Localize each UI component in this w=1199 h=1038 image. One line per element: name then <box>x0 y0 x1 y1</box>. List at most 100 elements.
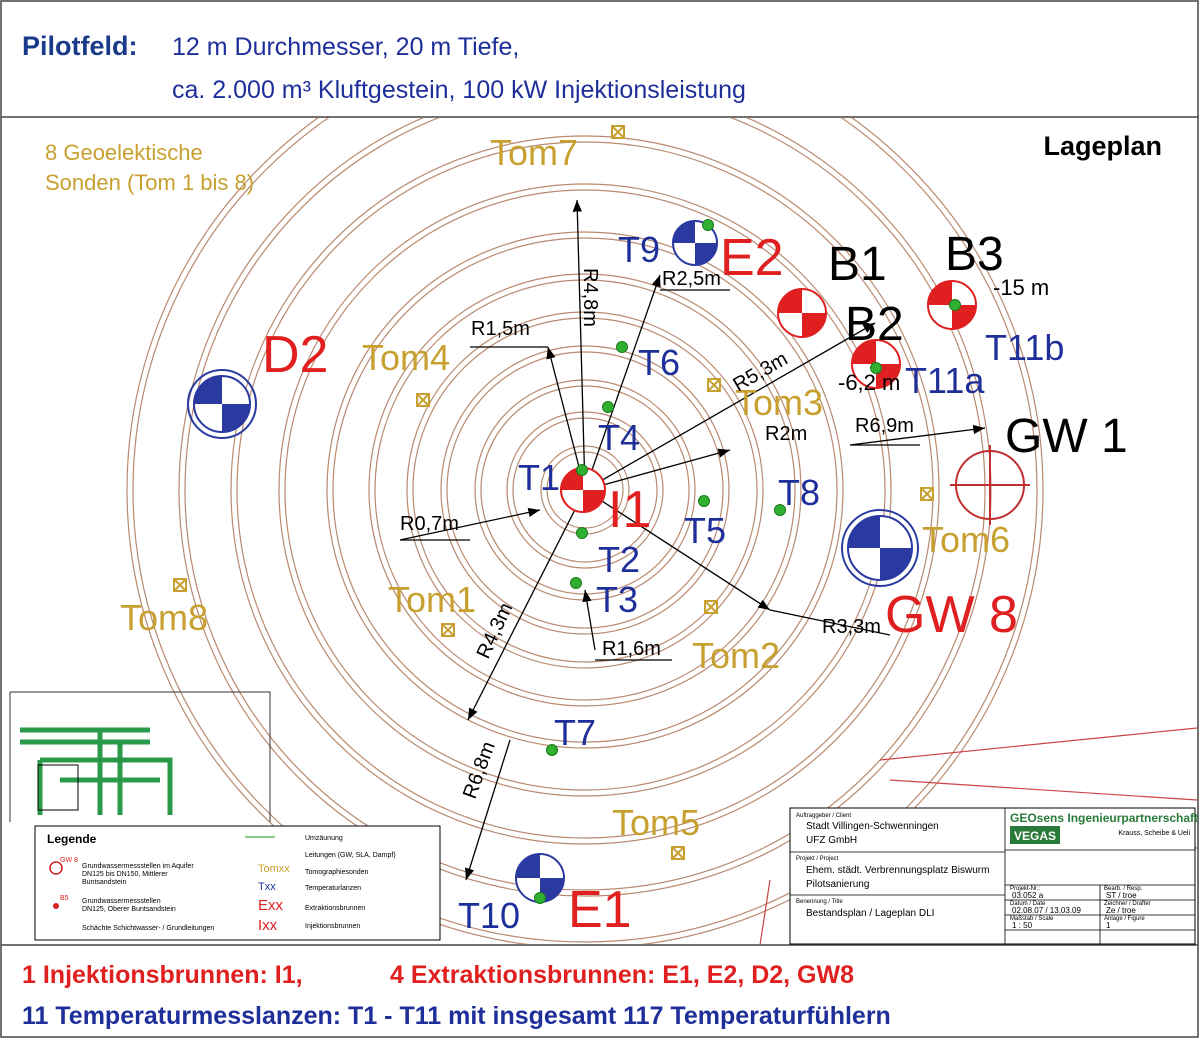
label: DN125 bis DN150, Mittlerer <box>82 871 168 878</box>
ring <box>184 118 986 891</box>
label: R0,7m <box>400 513 459 535</box>
ring <box>406 311 764 669</box>
label: B3 <box>945 228 1004 281</box>
label: D2 <box>262 326 328 384</box>
radius-arrow <box>399 507 541 541</box>
label: Injektionsbrunnen <box>305 923 360 930</box>
radius-arrow <box>582 589 596 651</box>
boundary <box>759 727 1198 946</box>
label: T4 <box>598 417 640 458</box>
lance-dot <box>949 299 961 311</box>
label: Anlage / Figure <box>1104 916 1145 922</box>
label: Projekt-Nr.: <box>1010 886 1040 892</box>
label: Temperaturlanzen <box>305 885 361 892</box>
radius-arrow <box>572 199 586 491</box>
label: -15 m <box>993 275 1049 300</box>
label: R4,8m <box>579 268 601 327</box>
label: Tom2 <box>692 635 780 676</box>
label: R1,5m <box>471 318 530 340</box>
label: Exx <box>258 897 284 914</box>
label: Grundwassermessstellen im Aquifer <box>82 863 194 870</box>
lance-dot <box>602 401 614 413</box>
label: 02.08.07 / 13.03.09 <box>1012 906 1082 915</box>
label: R1,6m <box>602 638 661 660</box>
well-ring <box>187 369 257 439</box>
lance-dot <box>534 892 546 904</box>
label: GEOsens Ingenieurpartnerschaft <box>1010 811 1198 825</box>
label: R3,3m <box>822 616 881 638</box>
label: B5 <box>60 895 69 902</box>
label: Pilotfeld: <box>22 31 138 61</box>
label: Bearb. / Resp. <box>1104 886 1143 892</box>
logo-box <box>1010 826 1060 844</box>
plan-art <box>9 125 1198 946</box>
label: T9 <box>618 229 660 270</box>
label: Tom6 <box>922 519 1010 560</box>
label: Tom5 <box>612 802 700 843</box>
label: Tom7 <box>490 132 578 173</box>
ring <box>512 417 658 563</box>
radius-arrow <box>584 448 731 491</box>
well-quadrant <box>852 340 900 388</box>
radius-arrow <box>584 489 771 611</box>
sonde-marker <box>704 600 718 614</box>
label: Tom4 <box>362 337 450 378</box>
sonde-marker <box>441 623 455 637</box>
ring <box>278 183 892 797</box>
label: Tomographiesonden <box>305 869 369 876</box>
ring <box>326 231 844 749</box>
ring <box>126 118 1044 944</box>
well-ring <box>841 509 919 587</box>
label: Maßstab / Scale <box>1010 916 1054 922</box>
ring <box>412 317 758 663</box>
lance-dot <box>774 504 786 516</box>
label: Ze / troe <box>1106 906 1136 915</box>
label: T11a <box>905 360 985 401</box>
label: T3 <box>596 579 638 620</box>
label: T5 <box>684 510 726 551</box>
label: Schächte Schichtwasser- / Grundleitungen <box>82 925 214 932</box>
inset <box>9 691 271 822</box>
gw1-cross <box>950 445 1030 525</box>
ring <box>446 351 724 629</box>
label: ST / troe <box>1106 891 1137 900</box>
well-symbol <box>777 288 827 338</box>
label: T2 <box>598 539 640 580</box>
legend-box <box>34 825 441 941</box>
label: 11 Temperaturmesslanzen: T1 - T11 mit in… <box>22 1002 891 1030</box>
label: GW 1 <box>1005 410 1128 463</box>
label: 1 <box>1106 921 1111 930</box>
label: 12 m Durchmesser, 20 m Tiefe, <box>172 33 519 61</box>
label: 1 : 50 <box>1012 921 1033 930</box>
well-symbol <box>672 220 718 266</box>
label: Leitungen (GW, SLA, Dampf) <box>305 852 396 859</box>
inset-pipes <box>20 727 173 815</box>
well-quadrant <box>194 376 250 432</box>
label: Tom8 <box>120 597 208 638</box>
label: Ehem. städt. Verbrennungsplatz Biswurm <box>806 865 989 876</box>
sonde-marker <box>173 578 187 592</box>
label: T1 <box>518 457 560 498</box>
label: Pilotsanierung <box>806 879 869 890</box>
well-quadrant <box>778 289 826 337</box>
label: 03.052 a <box>1012 891 1044 900</box>
label: 8 Geoelektische <box>45 140 203 165</box>
well-quadrant <box>848 516 912 580</box>
lance-dot <box>870 362 882 374</box>
label: Krauss, Scheibe & Ueli <box>1118 830 1190 837</box>
label: Umzäunung <box>305 835 343 842</box>
label: GW 8 <box>60 857 78 864</box>
label: UFZ GmbH <box>806 835 857 846</box>
label: B1 <box>828 238 887 291</box>
well-symbol <box>560 467 606 513</box>
well-symbol <box>841 509 919 587</box>
label: Projekt / Project <box>796 856 839 862</box>
label: GW 8 <box>885 586 1018 644</box>
label: 1 Injektionsbrunnen: I1, <box>22 961 303 989</box>
ring <box>368 273 802 707</box>
label: Tom3 <box>735 382 823 423</box>
ring <box>506 411 664 569</box>
well-symbol <box>187 369 257 439</box>
title-block-grid <box>790 808 1195 944</box>
